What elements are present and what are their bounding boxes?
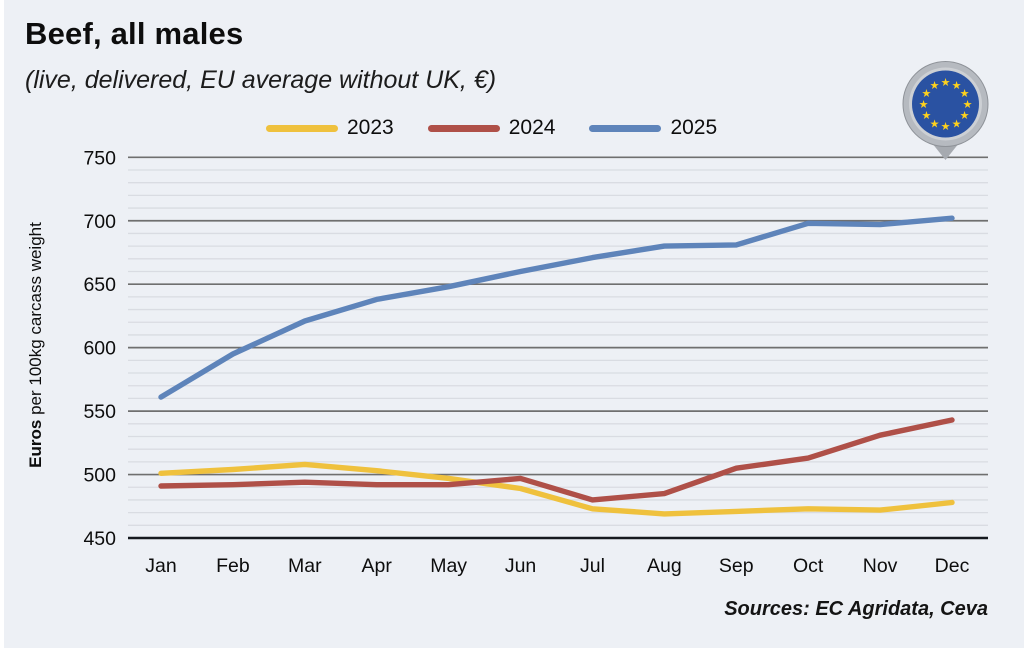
y-tick-label: 500 xyxy=(83,465,116,487)
legend-label: 2023 xyxy=(347,116,394,139)
eu-star-icon: ★ xyxy=(941,76,951,89)
x-tick-label: Mar xyxy=(288,555,322,577)
eu-flag-pin-icon: ★ ★★★★★★★★★★★ xyxy=(902,61,989,160)
x-tick-label: Nov xyxy=(863,555,898,577)
legend-swatch-2025 xyxy=(589,124,662,132)
legend-item-2025: 2025 xyxy=(589,116,717,140)
eu-star-icon: ★ xyxy=(930,79,940,92)
x-tick-label: Apr xyxy=(362,555,393,577)
eu-star-icon: ★ xyxy=(952,117,962,130)
series-line-2024 xyxy=(158,417,955,503)
y-tick-label: 650 xyxy=(83,274,116,296)
y-tick-label: 600 xyxy=(83,338,116,360)
series-line-2023 xyxy=(158,461,955,517)
x-tick-label: Aug xyxy=(647,555,682,577)
x-tick-label: Sep xyxy=(719,555,754,577)
eu-star-icon: ★ xyxy=(919,98,929,111)
eu-star-icon: ★ xyxy=(941,120,951,133)
y-tick-label: 550 xyxy=(83,401,116,423)
eu-star-icon: ★ xyxy=(930,117,940,130)
eu-star-icon: ★ xyxy=(922,109,932,122)
x-tick-label: May xyxy=(430,555,467,577)
y-tick-label: 750 xyxy=(83,147,116,169)
series-line-2025 xyxy=(158,215,955,400)
chart-legend: 2023 2024 2025 xyxy=(266,116,717,140)
x-tick-label: Dec xyxy=(935,555,970,577)
y-axis-title-rest: per 100kg carcass weight xyxy=(26,222,45,420)
x-tick-label: Jul xyxy=(580,555,605,577)
x-tick-label: Feb xyxy=(216,555,250,577)
sources-credit: Sources: EC Agridata, Ceva xyxy=(724,598,988,620)
eu-flag-circle xyxy=(912,70,979,138)
eu-star-icon: ★ xyxy=(963,98,973,111)
y-tick-label: 450 xyxy=(83,528,116,550)
x-tick-label: Oct xyxy=(793,555,824,577)
legend-item-2023: 2023 xyxy=(266,116,394,140)
eu-star-icon: ★ xyxy=(960,109,970,122)
legend-swatch-2023 xyxy=(266,124,338,132)
x-tick-label: Jun xyxy=(505,555,536,577)
major-gridlines xyxy=(128,156,988,540)
y-axis-tick-labels: 450 500 550 600 650 700 750 xyxy=(83,147,116,550)
eu-star-icon: ★ xyxy=(952,79,962,92)
page-subtitle: (live, delivered, EU average without UK,… xyxy=(25,66,497,94)
legend-swatch-2024 xyxy=(427,124,500,132)
x-tick-label: Jan xyxy=(145,555,176,577)
left-edge-strip xyxy=(0,0,4,648)
eu-star-icon: ★ xyxy=(960,87,970,100)
legend-item-2024: 2024 xyxy=(427,116,556,140)
y-axis-title: Euros per 100kg carcass weight xyxy=(26,222,46,468)
x-axis-month-labels: Jan Feb Mar Apr May Jun Jul Aug Sep Oct Nov Dec xyxy=(145,555,969,577)
y-tick-label: 700 xyxy=(83,211,116,233)
y-axis-title-bold: Euros xyxy=(26,419,45,468)
legend-label: 2025 xyxy=(670,116,718,139)
legend-label: 2024 xyxy=(508,116,556,139)
eu-star-icon: ★ xyxy=(922,87,932,100)
page-title: Beef, all males xyxy=(25,16,244,51)
